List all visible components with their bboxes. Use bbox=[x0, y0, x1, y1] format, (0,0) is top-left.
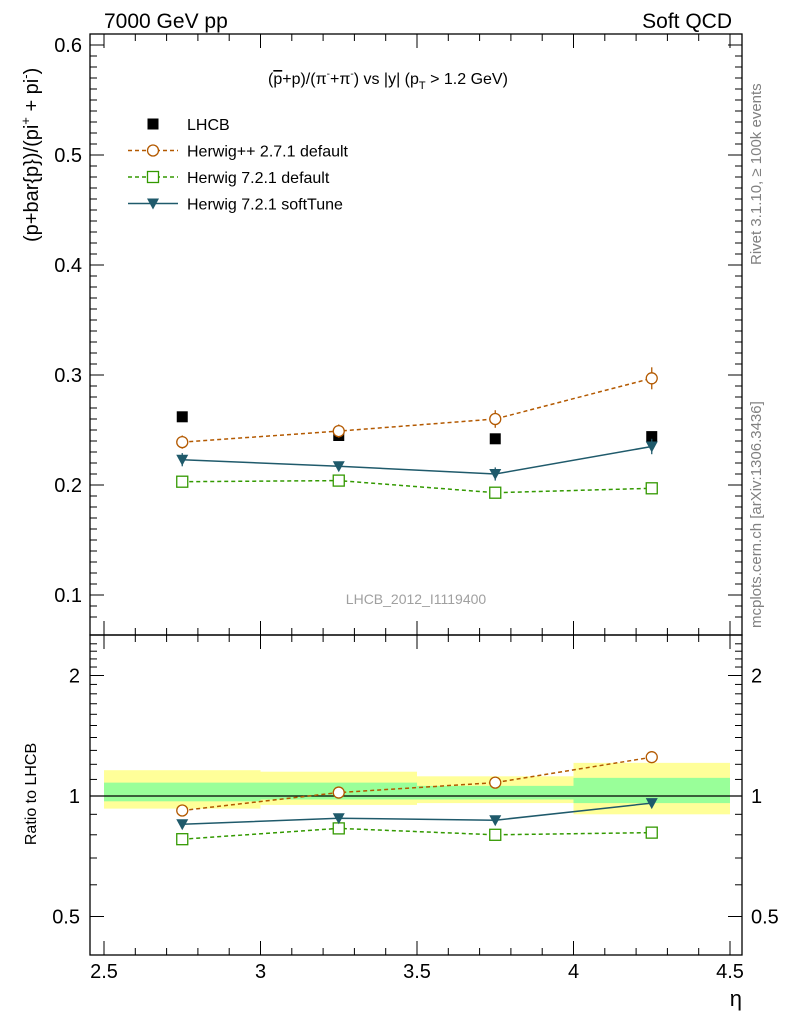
legend-label: Herwig++ 2.7.1 default bbox=[187, 144, 349, 161]
x-axis-label: η bbox=[730, 986, 742, 1011]
ratio-data-point bbox=[489, 776, 502, 789]
legend-marker bbox=[147, 118, 159, 130]
ratio-y-tick-label-right: 1 bbox=[751, 786, 762, 808]
y-tick-label: 0.5 bbox=[54, 145, 82, 167]
legend-label: Herwig 7.2.1 default bbox=[187, 170, 330, 187]
data-point bbox=[489, 412, 502, 426]
ratio-data-point bbox=[645, 751, 658, 764]
ratio-series-line bbox=[182, 802, 652, 826]
legend-marker bbox=[146, 170, 160, 184]
y-tick-label: 0.1 bbox=[54, 585, 82, 607]
data-point bbox=[176, 454, 189, 466]
legend-marker bbox=[147, 198, 159, 210]
x-tick-label: 3.5 bbox=[403, 961, 431, 983]
rivet-version-label: Rivet 3.1.10, ≥ 100k events bbox=[748, 83, 765, 265]
legend-entry: Herwig++ 2.7.1 default bbox=[128, 144, 349, 161]
ratio-series-line bbox=[182, 827, 652, 840]
ratio-data-point bbox=[645, 798, 658, 810]
data-point bbox=[332, 474, 345, 487]
series-line bbox=[182, 479, 652, 494]
header-category-label: Soft QCD bbox=[642, 10, 732, 33]
series-line bbox=[182, 377, 652, 443]
data-point bbox=[176, 435, 189, 449]
data-point bbox=[332, 424, 345, 438]
series-herwig-7-2-1-softtune bbox=[176, 438, 658, 481]
ratio-plot-frame bbox=[89, 634, 743, 956]
ratio-y-tick-label-left: 0.5 bbox=[52, 907, 80, 929]
ratio-data-point bbox=[489, 828, 502, 841]
main-y-axis-label: (p+bar{p})/(pi+ + pi-) bbox=[18, 68, 43, 242]
ratio-data-point bbox=[176, 819, 189, 831]
ratio-series-herwig-7-2-1-softtune bbox=[176, 798, 658, 831]
main-plot-title: (p+p)/(π-+π-) vs |y| (pT > 1.2 GeV) bbox=[268, 69, 508, 92]
legend-marker bbox=[146, 144, 160, 157]
data-point bbox=[645, 482, 658, 495]
ratio-series-line bbox=[182, 756, 652, 812]
data-point bbox=[176, 411, 188, 423]
ratio-data-point bbox=[176, 833, 189, 846]
x-tick-label: 2.5 bbox=[90, 961, 118, 983]
y-tick-label: 0.6 bbox=[54, 35, 82, 57]
legend-entry: LHCB bbox=[147, 117, 230, 134]
ratio-y-tick-label-right: 2 bbox=[751, 666, 762, 688]
series-herwig-2-7-1-default bbox=[176, 367, 658, 449]
ratio-data-point bbox=[645, 826, 658, 839]
y-tick-label: 0.2 bbox=[54, 475, 82, 497]
ratio-band-green bbox=[104, 782, 261, 802]
ratio-series-herwig-7-2-1-default bbox=[176, 822, 658, 846]
y-tick-label: 0.4 bbox=[54, 255, 82, 277]
ratio-y-tick-label-left: 2 bbox=[69, 666, 80, 688]
x-tick-label: 4 bbox=[568, 961, 579, 983]
legend-entry: Herwig 7.2.1 default bbox=[128, 170, 330, 187]
ratio-data-point bbox=[332, 786, 345, 799]
ratio-y-tick-label-left: 1 bbox=[69, 786, 80, 808]
legend-label: Herwig 7.2.1 softTune bbox=[187, 197, 343, 214]
ratio-y-axis-label: Ratio to LHCB bbox=[23, 743, 40, 845]
y-tick-label: 0.3 bbox=[54, 365, 82, 387]
legend-label: LHCB bbox=[187, 117, 230, 134]
series-herwig-7-2-1-default bbox=[176, 474, 658, 499]
data-point bbox=[176, 475, 189, 488]
data-point bbox=[489, 486, 502, 499]
series-lhcb bbox=[176, 411, 658, 445]
ratio-data-point bbox=[332, 813, 345, 825]
analysis-id-watermark: LHCB_2012_I1119400 bbox=[346, 591, 487, 607]
data-point bbox=[332, 461, 345, 473]
data-point bbox=[645, 372, 658, 385]
ratio-series-herwig-2-7-1-default bbox=[176, 751, 658, 817]
ratio-data-point bbox=[489, 815, 502, 827]
mcplots-reference-label: mcplots.cern.ch [arXiv:1306.3436] bbox=[748, 401, 765, 628]
ratio-data-point bbox=[176, 804, 189, 817]
x-tick-label: 4.5 bbox=[716, 961, 744, 983]
data-point bbox=[489, 469, 502, 480]
data-point bbox=[646, 431, 658, 443]
ratio-data-point bbox=[332, 822, 345, 835]
ratio-y-tick-label-right: 0.5 bbox=[751, 907, 779, 929]
series-line bbox=[182, 445, 652, 475]
header-energy-label: 7000 GeV pp bbox=[104, 10, 228, 33]
x-tick-label: 3 bbox=[255, 961, 266, 983]
legend-entry: Herwig 7.2.1 softTune bbox=[128, 197, 343, 214]
data-point bbox=[645, 441, 658, 453]
data-point bbox=[489, 433, 501, 445]
